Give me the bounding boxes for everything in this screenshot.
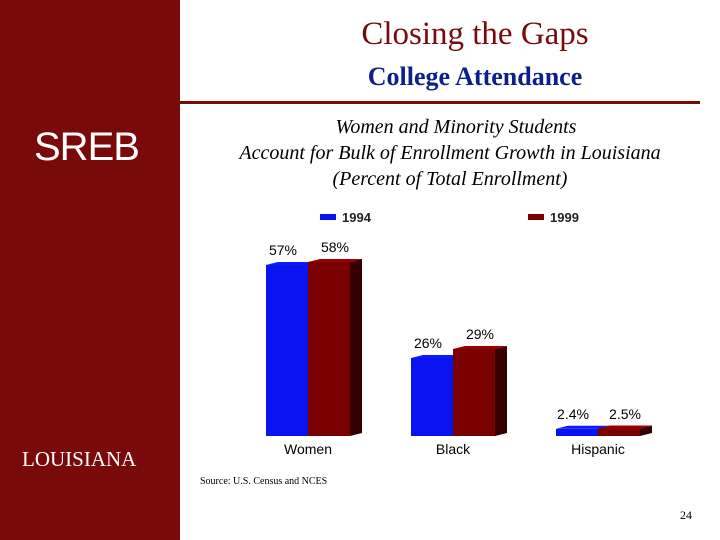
bar-women-1994 [266, 265, 308, 436]
data-label-hispanic-1999: 2.5% [609, 406, 641, 422]
data-label-black-1994: 26% [414, 335, 442, 351]
state-label: LOUISIANA [22, 447, 137, 471]
bar-top-women-1999 [308, 259, 362, 262]
data-label-hispanic-1994: 2.4% [557, 406, 589, 422]
bar-side-hispanic-1999 [640, 425, 652, 436]
legend-swatch-1999 [528, 214, 544, 220]
source-note: Source: U.S. Census and NCES [200, 476, 328, 487]
legend-label-1999: 1999 [550, 210, 579, 225]
bar-chart: 1994 1999 57% 58% Women 26% 29% Black 2.4% 2.5% Hi… [266, 210, 652, 457]
chart-title-line-1: Women and Minority Students [335, 116, 577, 138]
legend-swatch-1994 [320, 214, 336, 220]
bar-top-black-1994 [411, 355, 465, 358]
slide-subtitle: College Attendance [367, 62, 583, 91]
bar-side-black-1999 [495, 346, 507, 436]
category-label-hispanic: Hispanic [571, 441, 625, 457]
bar-top-hispanic-1999 [598, 425, 652, 429]
bar-top-women-1994 [266, 262, 320, 265]
sidebar: SREB LOUISIANA [0, 0, 180, 540]
bar-black-1994 [411, 358, 453, 436]
slide-title: Closing the Gaps [361, 16, 589, 52]
page-number: 24 [680, 508, 692, 522]
bar-black-1999 [453, 349, 495, 436]
category-label-women: Women [284, 441, 332, 457]
data-label-women-1999: 58% [321, 239, 349, 255]
chart-title-line-2: Account for Bulk of Enrollment Growth in… [239, 142, 661, 164]
bar-hispanic-1999 [598, 428, 640, 436]
legend-label-1994: 1994 [342, 210, 372, 225]
bar-women-1999 [308, 262, 350, 436]
bar-top-black-1999 [453, 346, 507, 349]
bar-top-hispanic-1994 [556, 425, 610, 429]
bar-hispanic-1994 [556, 428, 598, 436]
data-label-black-1999: 29% [466, 326, 494, 342]
category-label-black: Black [436, 441, 471, 457]
data-label-women-1994: 57% [269, 242, 297, 258]
bar-side-women-1999 [350, 259, 362, 436]
chart-title-line-3: (Percent of Total Enrollment) [332, 168, 568, 190]
sreb-logo: SREB [34, 125, 140, 169]
title-divider [180, 101, 700, 104]
